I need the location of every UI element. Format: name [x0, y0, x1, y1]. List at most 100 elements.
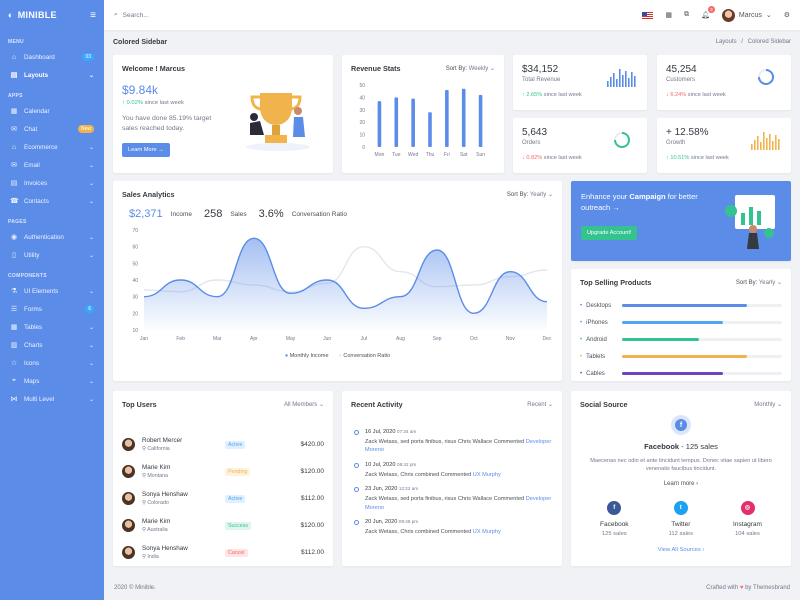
sidebar-item-tables[interactable]: ▦ Tables ⌄: [0, 318, 104, 336]
sidebar-item-charts[interactable]: ▥ Charts ⌄: [0, 336, 104, 354]
table-row[interactable]: Sonya Henshaw ⚲ India Cancel $112.00: [122, 539, 324, 566]
sidebar-item-invoices[interactable]: ▤ Invoices ⌄: [0, 174, 104, 192]
monthly-income-line: [143, 237, 548, 315]
sidebar-item-utility[interactable]: ▯ Utility ⌄: [0, 246, 104, 264]
us-flag-icon[interactable]: [642, 11, 654, 19]
sidebar-item-label: Layouts: [24, 71, 49, 79]
user-info: Robert Mercer ⚲ California: [142, 437, 218, 452]
apps-grid-icon[interactable]: ▦: [665, 12, 672, 19]
mini-bar: [628, 78, 630, 87]
sidebar-item-contacts[interactable]: ☎ Contacts ⌄: [0, 192, 104, 210]
footer-credit-2: by Themesbrand: [745, 585, 790, 591]
product-progress-fill: [622, 321, 723, 324]
social-source-twitter[interactable]: t Twitter 112 sales: [669, 500, 693, 537]
users-filter-dropdown[interactable]: All Members ⌄: [283, 402, 324, 408]
mini-bar: [751, 144, 753, 150]
sidebar-item-label: Forms: [24, 305, 42, 313]
y-tick-label: 30: [359, 108, 365, 114]
activity-body: 20 Jun, 2020 09:48 pm Zack Wetass, Chris …: [365, 519, 501, 536]
sidebar-item-maps[interactable]: ⌖ Maps ⌄: [0, 372, 104, 390]
sidebar-item-layouts[interactable]: ▤ Layouts ⌄: [0, 66, 104, 84]
sidebar-item-email[interactable]: ✉ Email ⌄: [0, 156, 104, 174]
sidebar-item-label: Utility: [24, 251, 40, 259]
fullscreen-icon[interactable]: ⧉: [684, 11, 689, 18]
sidebar-item-label: Tables: [24, 323, 43, 331]
mini-bar: [625, 71, 627, 87]
bell-icon[interactable]: 🔔︎ 3: [701, 6, 715, 19]
sidebar-item-authentication[interactable]: ◉ Authentication ⌄: [0, 228, 104, 246]
timeline-dot-icon: [354, 519, 359, 525]
social-filter-dropdown[interactable]: Monthly ⌄: [754, 402, 782, 408]
facebook-icon: f: [675, 419, 687, 431]
hamburger-icon[interactable]: ≡: [90, 9, 96, 21]
stat-label: Orders: [522, 140, 541, 146]
user-menu[interactable]: Marcus ⌄: [721, 8, 772, 22]
activity-link[interactable]: Developer Moreno: [365, 496, 552, 511]
trend-up-icon: ↑: [666, 155, 671, 161]
product-row: • Cables: [580, 365, 782, 382]
sidebar-item-multi-level[interactable]: ⋈ Multi Level ⌄: [0, 390, 104, 408]
mini-bar: [766, 138, 768, 150]
breadcrumb-current: Colored Sidebar: [747, 39, 791, 45]
analytics-sort-label: Sort By:: [506, 192, 529, 198]
activity-date-text: 10 Jul, 2020: [365, 461, 396, 468]
arrow-right-icon: →: [612, 203, 620, 213]
avatar: [122, 492, 135, 505]
sales-analytics-card: Sales Analytics Sort By: Yearly ⌄ $2,371…: [113, 181, 562, 381]
table-row[interactable]: Marie Kim ⚲ Montana Pending $120.00: [122, 458, 324, 485]
campaign-text-bold: Campaign: [629, 192, 666, 201]
activity-link[interactable]: UX Murphy: [472, 528, 501, 535]
learn-more-button[interactable]: Learn More →: [122, 143, 170, 158]
y-tick-label: 40: [132, 278, 138, 284]
user-location: ⚲ Colorado: [142, 500, 218, 506]
activity-link[interactable]: UX Murphy: [472, 471, 501, 478]
users-filter-value: All Members: [283, 402, 318, 408]
source-name: Instagram: [733, 520, 762, 528]
sidebar-item-ui-elements[interactable]: ⚗ UI Elements ⌄: [0, 282, 104, 300]
breadcrumb-separator: /: [741, 39, 743, 45]
sidebar-item-label: Contacts: [24, 197, 49, 205]
analytics-sort-dropdown[interactable]: Sort By: Yearly ⌄: [506, 192, 553, 198]
table-row[interactable]: Robert Mercer ⚲ California Active $420.00: [122, 431, 324, 458]
revenue-chart: 0 10 20 30 40 50 Mon Tue Wed Thu Fri Sat Sun: [359, 83, 485, 158]
x-tick-label: Sun: [476, 152, 485, 158]
activity-list[interactable]: 16 Jul, 2020 07:34 am Zack Wetass, sed po…: [351, 429, 553, 561]
social-learn-more[interactable]: Learn more ›: [663, 480, 699, 487]
status-badge: Active: [225, 440, 246, 449]
x-tick-label: Sep: [433, 336, 442, 342]
activity-date-text: 23 Jun, 2020: [365, 486, 398, 493]
kpi-label: Conversation Ratio: [291, 210, 347, 218]
legend-label: Monthly Income: [289, 353, 329, 359]
menu-title: COMPONENTS: [8, 273, 47, 279]
user-info: Sonya Henshaw ⚲ India: [142, 545, 218, 560]
activity-filter-dropdown[interactable]: Recent ⌄: [527, 402, 553, 408]
breadcrumb-layouts[interactable]: Layouts: [715, 39, 737, 45]
map-pin-icon: ⚲: [142, 527, 148, 533]
sidebar-item-chat[interactable]: ✉ Chat New: [0, 120, 104, 138]
sidebar-item-dashboard[interactable]: ⌂ Dashboard 03: [0, 48, 104, 66]
upgrade-account-button[interactable]: Upgrade Account!: [581, 225, 638, 240]
sidebar-badge: 6: [85, 305, 94, 313]
top-selling-card: Top Selling Products Sort By: Yearly ⌄ •…: [571, 269, 791, 381]
products-sort-dropdown[interactable]: Sort By: Yearly ⌄: [735, 280, 782, 286]
social-source-facebook[interactable]: f Facebook 125 sales: [600, 500, 629, 537]
sidebar-item-ecommerce[interactable]: ⌂ Ecommerce ⌄: [0, 138, 104, 156]
gear-icon[interactable]: ⚙: [783, 12, 790, 19]
notification-count: 3: [707, 6, 715, 13]
sidebar-item-forms[interactable]: ☰ Forms 6: [0, 300, 104, 318]
social-source-instagram[interactable]: ◎ Instagram 104 sales: [733, 500, 762, 537]
logo[interactable]: ◐ MINIBLE: [8, 10, 57, 20]
revenue-sort-dropdown[interactable]: Sort By: Weekly ⌄: [445, 66, 495, 72]
table-row[interactable]: Marie Kim ⚲ Australia Success $120.00: [122, 512, 324, 539]
sidebar-item-icons[interactable]: ☆ Icons ⌄: [0, 354, 104, 372]
view-all-sources-link[interactable]: View All Sources ›: [657, 546, 705, 553]
sidebar-item-calendar[interactable]: ▦ Calendar: [0, 102, 104, 120]
user-info: Sonya Henshaw ⚲ Colorado: [142, 491, 218, 506]
activity-link[interactable]: Developer Moreno: [365, 439, 552, 454]
chevron-down-icon: ⌄: [88, 378, 94, 385]
sidebar-item-label: Email: [24, 161, 40, 169]
table-row[interactable]: Sonya Henshaw ⚲ Colorado Active $112.00: [122, 485, 324, 512]
stat-change-value: 10.51%: [670, 155, 690, 161]
activity-date-text: 20 Jun, 2020: [365, 518, 398, 525]
search-input[interactable]: ⌕ Search...: [114, 11, 149, 19]
